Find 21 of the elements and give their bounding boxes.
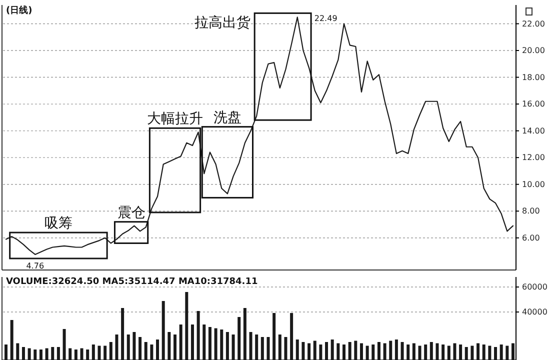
annotation: 洗盘 (213, 110, 242, 126)
y-tick-label: 6.00 (522, 233, 540, 242)
annotation: 拉高出货 (194, 15, 251, 32)
chart-title: VOLUME:32624.50 MA5:35114.47 MA10:31784.11 (6, 277, 258, 287)
chart-title: (日线) (6, 5, 32, 16)
y-tick-label: 22.00 (522, 19, 545, 28)
y-tick-label: 8.00 (522, 206, 540, 216)
y-tick-label: 16.00 (522, 100, 545, 109)
annotation: 吸筹 (44, 216, 72, 232)
y-tick-label: 10.00 (522, 180, 545, 189)
line-series (5, 16, 514, 256)
y-tick-label: 60000 (522, 282, 548, 292)
annotation: 大幅拉升 (147, 111, 203, 128)
y-tick-label: 18.00 (522, 72, 545, 82)
y-tick-label: 12.00 (522, 153, 545, 162)
y-tick-label: 20.00 (522, 46, 545, 56)
y-tick-label: 40000 (522, 308, 548, 317)
y-tick-label: 14.00 (522, 126, 545, 136)
annotation: 4.76 (26, 261, 44, 270)
annotation: 震仓 (117, 204, 146, 221)
annotation: 22.49 (314, 14, 338, 24)
